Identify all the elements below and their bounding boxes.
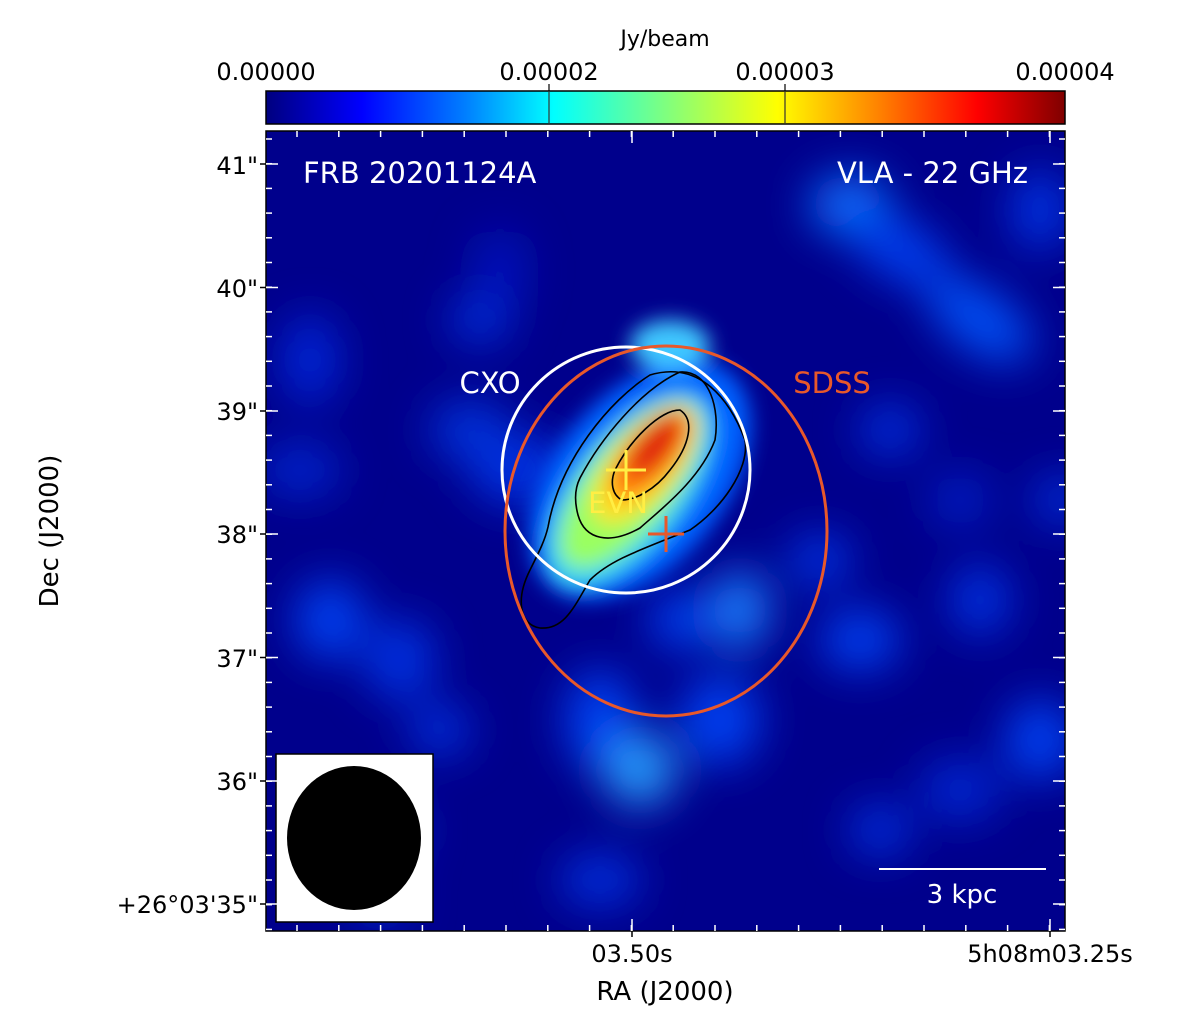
sdss-label: SDSS [793, 366, 871, 400]
colorbar-gradient [265, 90, 1066, 125]
x-axis-label: RA (J2000) [596, 977, 733, 1007]
y-tick-label: 39" [216, 398, 258, 426]
y-tick-label: 41" [216, 152, 258, 180]
y-tick-label: 40" [216, 275, 258, 303]
y-axis: 41" 40" 39" 38" 37" 36" +26°03'35" Dec (… [35, 152, 258, 919]
x-tick-label: 5h08m03.25s [967, 940, 1133, 968]
background-emission [266, 170, 1065, 925]
colorbar-tick-label: 0.00000 [216, 58, 315, 86]
frb-host-emission [528, 320, 752, 601]
y-tick-label: 38" [216, 521, 258, 549]
y-tick-label: +26°03'35" [117, 891, 258, 919]
axes-frame [265, 130, 1066, 932]
y-tick-label: 37" [216, 645, 258, 673]
contour-outer [520, 370, 747, 629]
x-axis: 03.50s 5h08m03.25s RA (J2000) [591, 940, 1132, 1007]
colorbar: Jy/beam 0.00000 0.00002 0.00003 0.00004 [216, 27, 1115, 125]
cxo-label: CXO [459, 366, 520, 400]
sdss-error-ellipse [503, 344, 829, 718]
contour-mid [574, 371, 718, 539]
colorbar-tick-label: 0.00002 [499, 58, 598, 86]
instrument-label: VLA - 22 GHz [837, 156, 1028, 190]
y-tick-label: 36" [216, 768, 258, 796]
evn-label: EVN [588, 486, 648, 520]
colorbar-label: Jy/beam [618, 27, 709, 52]
axis-ticks [260, 131, 1065, 937]
source-label: FRB 20201124A [303, 156, 537, 190]
x-tick-label: 03.50s [591, 940, 672, 968]
position-markers: CXO SDSS EVN [459, 344, 871, 718]
contour-inner [611, 409, 690, 501]
colorbar-tick-label: 0.00003 [735, 58, 834, 86]
y-axis-label: Dec (J2000) [35, 455, 65, 608]
cxo-error-circle [500, 345, 752, 595]
colorbar-tick-label: 0.00004 [1015, 58, 1114, 86]
scale-bar-label: 3 kpc [927, 880, 998, 910]
beam-ellipse [287, 766, 421, 910]
